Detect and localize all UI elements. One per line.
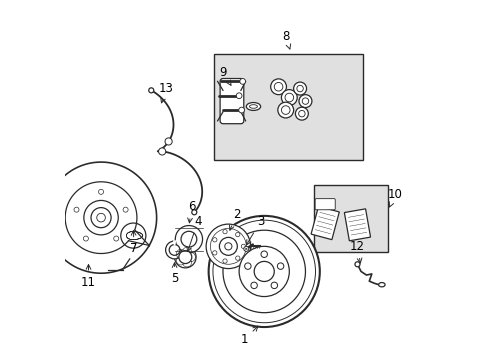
Text: 13: 13 <box>159 82 173 103</box>
Text: 3: 3 <box>246 215 264 245</box>
Circle shape <box>165 241 183 259</box>
Circle shape <box>296 85 303 92</box>
Circle shape <box>270 282 277 289</box>
Polygon shape <box>344 209 370 241</box>
Circle shape <box>298 111 305 117</box>
Circle shape <box>293 82 306 95</box>
Circle shape <box>121 223 145 248</box>
Circle shape <box>223 259 227 263</box>
Circle shape <box>206 224 250 269</box>
Circle shape <box>238 107 244 113</box>
Text: 7: 7 <box>130 230 138 255</box>
Circle shape <box>179 251 191 264</box>
Text: 10: 10 <box>387 188 402 207</box>
Circle shape <box>83 236 88 241</box>
Text: 4: 4 <box>186 215 201 252</box>
Circle shape <box>241 244 245 248</box>
Bar <box>314 185 387 252</box>
Circle shape <box>270 79 286 95</box>
Text: 9: 9 <box>219 66 230 85</box>
Circle shape <box>224 243 231 250</box>
Circle shape <box>223 230 305 313</box>
Circle shape <box>281 90 297 105</box>
Circle shape <box>212 238 217 242</box>
Circle shape <box>191 210 196 215</box>
Circle shape <box>74 207 79 212</box>
Circle shape <box>174 246 196 268</box>
Circle shape <box>277 263 283 269</box>
Circle shape <box>148 88 153 93</box>
Circle shape <box>281 106 289 114</box>
Circle shape <box>277 102 293 118</box>
Text: 11: 11 <box>81 265 96 289</box>
Circle shape <box>302 98 308 104</box>
FancyBboxPatch shape <box>314 199 335 210</box>
Circle shape <box>212 251 217 255</box>
Circle shape <box>235 233 240 237</box>
Circle shape <box>114 236 119 241</box>
Text: 12: 12 <box>349 240 364 263</box>
Circle shape <box>239 78 245 84</box>
Circle shape <box>123 207 128 212</box>
Circle shape <box>236 93 242 99</box>
Circle shape <box>244 246 248 251</box>
Circle shape <box>244 263 250 269</box>
Text: 8: 8 <box>282 30 290 49</box>
Circle shape <box>212 220 315 323</box>
Circle shape <box>295 107 308 120</box>
Circle shape <box>181 231 196 247</box>
Circle shape <box>175 226 202 253</box>
Circle shape <box>298 95 311 108</box>
Ellipse shape <box>378 283 384 287</box>
Circle shape <box>97 213 105 222</box>
Circle shape <box>83 201 118 235</box>
Polygon shape <box>310 206 339 240</box>
Circle shape <box>250 282 257 289</box>
Circle shape <box>223 230 227 234</box>
Bar <box>214 54 362 160</box>
Text: 5: 5 <box>170 263 178 285</box>
Ellipse shape <box>246 103 260 111</box>
Circle shape <box>239 246 289 297</box>
Circle shape <box>99 189 103 194</box>
Text: 6: 6 <box>187 201 195 223</box>
Circle shape <box>254 261 274 282</box>
Circle shape <box>354 262 359 267</box>
Circle shape <box>169 244 180 255</box>
Ellipse shape <box>249 105 257 108</box>
Circle shape <box>158 148 165 155</box>
Text: 2: 2 <box>229 208 240 230</box>
Circle shape <box>210 228 246 264</box>
Circle shape <box>285 93 293 102</box>
Circle shape <box>164 138 172 145</box>
Text: 1: 1 <box>240 326 257 346</box>
Circle shape <box>261 251 267 257</box>
FancyBboxPatch shape <box>220 78 244 124</box>
Wedge shape <box>173 240 176 245</box>
Circle shape <box>274 82 282 91</box>
Circle shape <box>208 216 319 327</box>
Circle shape <box>219 237 237 255</box>
Circle shape <box>91 208 111 228</box>
Circle shape <box>235 256 240 260</box>
